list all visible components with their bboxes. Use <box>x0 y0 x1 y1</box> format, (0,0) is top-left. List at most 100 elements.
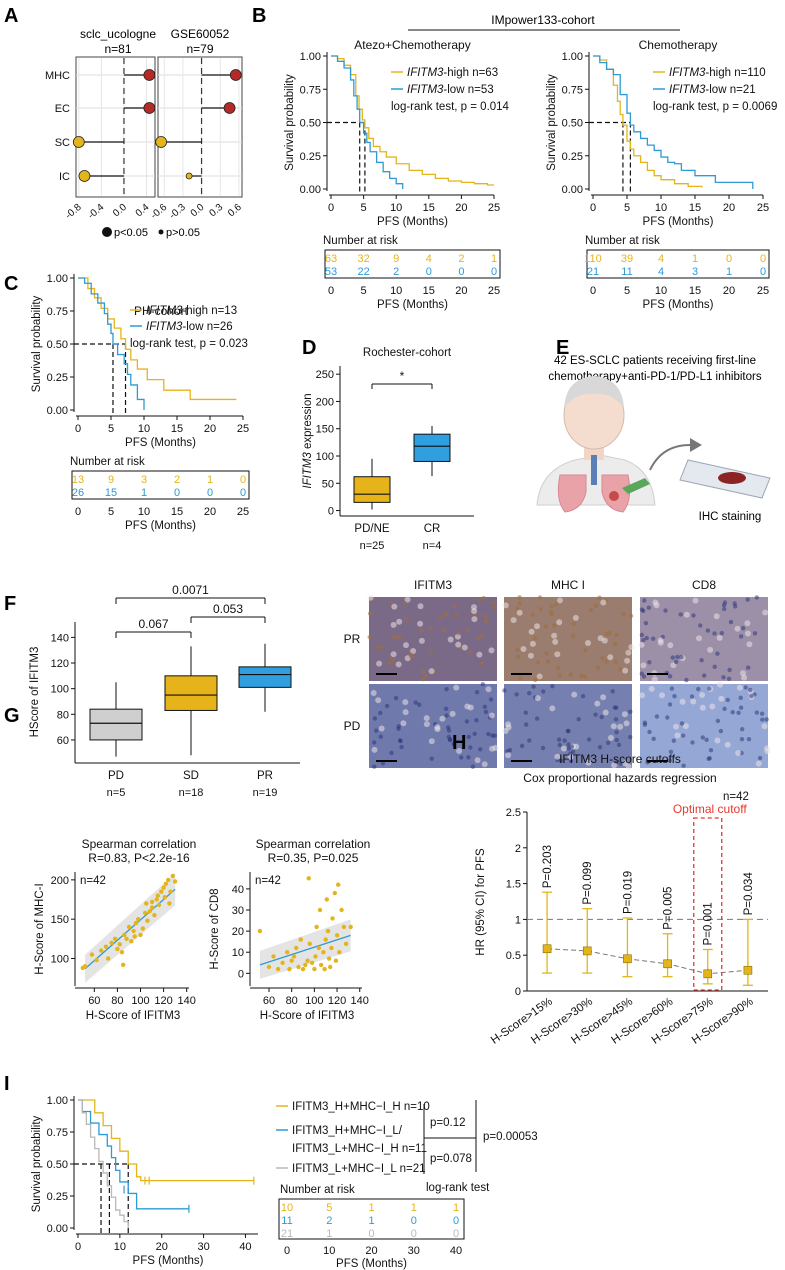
ihc-cell-texture <box>673 723 679 730</box>
ihc-cell-texture <box>372 764 377 769</box>
ihc-cell-texture <box>402 709 409 716</box>
scatter-point <box>322 966 327 972</box>
km-curve-low <box>78 1099 189 1210</box>
scatter-point <box>289 958 294 963</box>
scatter-point <box>275 966 281 972</box>
panel-a-left-title: sclc_ucologne <box>80 27 156 41</box>
ihc-cell-texture <box>610 723 617 730</box>
ihc-cell-texture <box>474 690 480 695</box>
scatter-point <box>82 964 88 969</box>
ihc-image-pd-ifitm3 <box>369 684 497 768</box>
ihc-cell-texture <box>418 637 425 644</box>
ihc-cell-texture <box>679 698 686 705</box>
ihc-cell-texture <box>602 709 609 716</box>
y-tick-label: 30 <box>232 905 244 917</box>
risk-count: 5 <box>326 1202 332 1214</box>
scatter-point <box>94 957 99 963</box>
risk-count: 3 <box>141 474 147 486</box>
ihc-cell-texture <box>557 597 563 604</box>
y-tick-label: 140 <box>51 632 69 644</box>
panel-b-letter: B <box>252 5 266 27</box>
risk-count: 1 <box>491 253 497 265</box>
x-tick-label: 10 <box>390 202 402 214</box>
pvalue-3: p=0.00053 <box>483 1131 538 1143</box>
x-tick-label: 10 <box>138 423 150 435</box>
y-axis-label: HR (95% CI) for PFS <box>475 848 487 956</box>
scatter-point <box>317 907 323 913</box>
km-curve-high <box>331 55 494 186</box>
scatter-point <box>306 876 311 881</box>
sample-size: n=42 <box>255 875 281 887</box>
ihc-cell-texture <box>639 607 645 612</box>
ihc-cell-texture <box>738 705 744 710</box>
x-tick-label: 15 <box>171 423 183 435</box>
ihc-cell-texture <box>531 684 536 689</box>
scatter-point <box>132 934 137 939</box>
scatter-point <box>330 916 335 921</box>
y-tick-label: 250 <box>316 369 334 381</box>
corr-title: Spearman correlation <box>82 837 197 851</box>
fit-line <box>84 888 176 970</box>
logrank-test: log-rank test, p = 0.0069 <box>653 101 777 113</box>
ihc-cell-texture <box>375 645 380 650</box>
ihc-cell-texture <box>444 713 449 718</box>
ihc-cell-texture <box>667 674 673 679</box>
ihc-cell-texture <box>543 624 548 629</box>
y-tick-label: 2 <box>515 843 521 855</box>
legend-low-n: -low n=26 <box>182 321 232 333</box>
scatter-point <box>280 960 285 965</box>
optimal-cutoff-box <box>693 817 723 991</box>
ihc-cell-texture <box>585 759 592 766</box>
ihc-cell-texture <box>683 611 690 618</box>
ihc-cell-texture <box>474 757 481 764</box>
x-tick-label: 15 <box>689 202 701 214</box>
sample-size: n=42 <box>723 791 749 803</box>
ihc-cell-texture <box>746 665 751 670</box>
risk-count: 2 <box>458 253 464 265</box>
ihc-cell-texture <box>524 722 529 727</box>
y-tick-label: 100 <box>316 451 334 463</box>
ihc-cell-texture <box>472 731 477 736</box>
ihc-cell-texture <box>439 715 446 722</box>
panel-d-letter: D <box>302 337 316 359</box>
ihc-cell-texture <box>608 734 614 741</box>
pvalue-1: p=0.12 <box>430 1117 466 1129</box>
risk-count: 1 <box>326 1228 332 1240</box>
scatter-point <box>305 958 310 963</box>
ihc-cell-texture <box>700 735 705 740</box>
ihc-cell-texture <box>447 636 454 643</box>
ihc-cell-texture <box>640 662 647 669</box>
scatter-point <box>149 905 155 910</box>
scatter-point <box>271 954 276 959</box>
ihc-cell-texture <box>372 740 377 745</box>
ihc-cell-texture <box>549 612 554 617</box>
p-value-label: P=0.019 <box>622 871 634 914</box>
y-tick-label: 10 <box>232 947 244 959</box>
ihc-cell-texture <box>515 654 521 659</box>
ihc-cell-texture <box>644 635 649 641</box>
ihc-cell-texture <box>586 737 592 742</box>
ihc-cell-texture <box>654 714 660 719</box>
ihc-cell-texture <box>471 608 478 615</box>
ihc-cell-texture <box>507 747 513 753</box>
p-value-label: P=0.034 <box>743 872 755 916</box>
ihc-cell-texture <box>585 640 591 646</box>
ihc-cell-texture <box>717 681 723 688</box>
risk-x-tick-label: 15 <box>171 506 183 518</box>
risk-count: 26 <box>72 487 84 499</box>
ihc-cell-texture <box>738 634 744 639</box>
risk-count: 10 <box>281 1202 293 1214</box>
ihc-cell-texture <box>419 628 425 633</box>
risk-count: 110 <box>584 253 602 265</box>
category-count: n=5 <box>107 787 126 799</box>
ihc-cell-texture <box>718 695 725 702</box>
ihc-cell-texture <box>403 642 409 649</box>
ihc-cell-texture <box>597 595 602 600</box>
x-tick-label: 10 <box>655 202 667 214</box>
x-tick-label: 100 <box>131 995 149 1007</box>
ihc-cell-texture <box>443 706 449 711</box>
ihc-cell-texture <box>725 697 730 703</box>
ihc-cell-texture <box>479 633 484 639</box>
ihc-cell-texture <box>682 723 689 730</box>
